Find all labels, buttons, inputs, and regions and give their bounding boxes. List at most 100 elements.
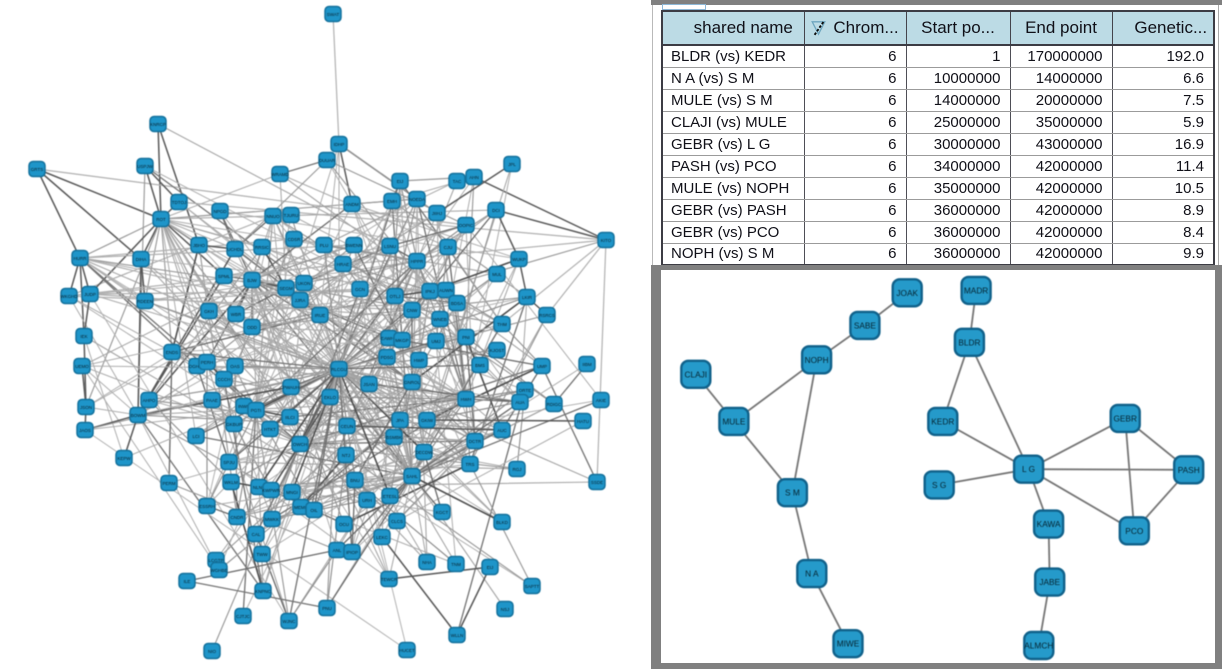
- svg-text:AUC: AUC: [497, 428, 507, 433]
- svg-text:SEGM: SEGM: [279, 286, 293, 291]
- svg-text:URH: URH: [362, 498, 372, 503]
- svg-text:RSRCS: RSRCS: [539, 313, 555, 318]
- svg-text:JPA: JPA: [396, 418, 404, 423]
- svg-text:PCO: PCO: [1125, 526, 1144, 536]
- svg-text:CAL: CAL: [252, 532, 261, 537]
- svg-text:ROT: ROT: [156, 217, 166, 222]
- svg-text:JABE: JABE: [1039, 577, 1060, 587]
- svg-text:WJNC: WJNC: [283, 619, 297, 624]
- svg-text:GKH: GKH: [204, 309, 214, 314]
- svg-text:SPJU: SPJU: [223, 460, 235, 465]
- svg-text:JIIHJ: JIIHJ: [432, 211, 442, 216]
- svg-text:WRAMD: WRAMD: [271, 172, 289, 177]
- svg-text:AHPO: AHPO: [143, 398, 156, 403]
- svg-text:UKON: UKON: [297, 281, 310, 286]
- svg-text:CDSR: CDSR: [288, 237, 302, 242]
- svg-text:KJOST: KJOST: [490, 348, 505, 353]
- svg-text:KWPWR: KWPWR: [262, 488, 280, 493]
- svg-text:JSAN: JSAN: [363, 382, 375, 387]
- svg-text:IPKJ: IPKJ: [425, 289, 435, 294]
- svg-text:JSON: JSON: [80, 405, 92, 410]
- svg-text:PGTI: PGTI: [251, 408, 262, 413]
- svg-text:CCCH: CCCH: [218, 377, 231, 382]
- svg-text:PNU: PNU: [322, 606, 332, 611]
- svg-text:HURR: HURR: [74, 256, 88, 261]
- svg-text:N A: N A: [805, 569, 819, 579]
- svg-text:RRSIC: RRSIC: [255, 245, 270, 250]
- svg-text:TDTOJ: TDTOJ: [172, 200, 186, 205]
- svg-text:RGJ: RGJ: [513, 467, 522, 472]
- svg-text:WKGHD: WKGHD: [60, 294, 78, 299]
- svg-text:GKIW: GKIW: [421, 418, 434, 423]
- svg-text:BSMBK: BSMBK: [386, 435, 402, 440]
- svg-text:NPGD: NPGD: [213, 209, 227, 214]
- svg-text:CJTJC: CJTJC: [236, 614, 250, 619]
- svg-text:IDHP: IDHP: [334, 142, 345, 147]
- svg-text:CEUN: CEUN: [341, 424, 354, 429]
- svg-text:SSDE: SSDE: [591, 480, 603, 485]
- svg-text:GEBR: GEBR: [1113, 413, 1137, 423]
- svg-text:OOPIC: OOPIC: [459, 223, 474, 228]
- svg-text:IILCI: IILCI: [285, 415, 295, 420]
- svg-text:BDSA: BDSA: [451, 301, 463, 306]
- svg-text:ALMCH: ALMCH: [1024, 641, 1053, 651]
- svg-text:JPL: JPL: [508, 162, 516, 167]
- svg-text:KGCT: KGCT: [436, 510, 449, 515]
- svg-text:RDIGC: RDIGC: [547, 402, 562, 407]
- svg-text:WLLN: WLLN: [451, 633, 464, 638]
- svg-text:AUA: AUA: [515, 400, 524, 405]
- svg-text:RDEEN: RDEEN: [137, 299, 153, 304]
- svg-text:WNEB: WNEB: [433, 317, 447, 322]
- svg-text:KAWA: KAWA: [1036, 519, 1060, 529]
- svg-text:EIJ: EIJ: [397, 179, 404, 184]
- svg-text:TJURU: TJURU: [284, 213, 299, 218]
- svg-text:THM: THM: [497, 322, 507, 327]
- svg-text:ETESL: ETESL: [383, 494, 398, 499]
- svg-text:INWB: INWB: [238, 404, 250, 409]
- svg-text:ANL: ANL: [333, 548, 342, 553]
- svg-text:JJRA: JJRA: [295, 298, 306, 303]
- svg-text:LKIR: LKIR: [522, 295, 533, 300]
- svg-text:WGHBE: WGHBE: [210, 568, 227, 573]
- svg-text:AUWN: AUWN: [439, 288, 453, 293]
- svg-text:ORTE: ORTE: [519, 388, 531, 393]
- svg-text:JAOS: JAOS: [79, 428, 91, 433]
- svg-text:NIO: NIO: [208, 649, 217, 654]
- svg-text:TEWCR: TEWCR: [381, 577, 398, 582]
- svg-text:SAHL: SAHL: [406, 474, 418, 479]
- svg-text:PERH: PERH: [201, 360, 214, 365]
- svg-text:NOPH: NOPH: [804, 355, 828, 365]
- svg-text:BLKD: BLKD: [496, 520, 509, 525]
- svg-text:SABE: SABE: [853, 320, 876, 330]
- svg-text:CJU: CJU: [444, 245, 453, 250]
- svg-text:NTJ: NTJ: [342, 453, 350, 458]
- svg-text:MADR: MADR: [963, 285, 987, 295]
- svg-text:BMS: BMS: [475, 363, 485, 368]
- svg-text:WKLM: WKLM: [224, 480, 238, 485]
- svg-text:SAPTT: SAPTT: [525, 584, 540, 589]
- svg-text:OTLJ: OTLJ: [389, 294, 400, 299]
- svg-text:CNW: CNW: [407, 308, 418, 313]
- svg-text:ILE: ILE: [184, 579, 191, 584]
- svg-text:MWKK: MWKK: [265, 517, 279, 522]
- svg-text:PNI: PNI: [462, 335, 470, 340]
- svg-text:BJW: BJW: [247, 278, 257, 283]
- svg-text:MEMH: MEMH: [294, 505, 308, 510]
- svg-text:UCHDL: UCHDL: [227, 247, 243, 252]
- svg-text:EAWHA: EAWHA: [381, 336, 397, 341]
- svg-text:LCI: LCI: [192, 434, 199, 439]
- svg-text:PASH: PASH: [1177, 465, 1199, 475]
- svg-text:IPIOP: IPIOP: [346, 550, 358, 555]
- svg-text:NHA: NHA: [422, 560, 432, 565]
- svg-text:ODD: ODD: [247, 325, 258, 330]
- svg-text:OIL: OIL: [310, 508, 318, 513]
- svg-text:MUL: MUL: [492, 272, 502, 277]
- svg-text:HATU: HATU: [577, 419, 589, 424]
- svg-text:AHN: AHN: [469, 175, 479, 180]
- svg-text:PLU: PLU: [320, 243, 329, 248]
- svg-text:LSNU: LSNU: [384, 244, 396, 249]
- svg-text:WUKP: WUKP: [512, 257, 526, 262]
- svg-text:DIHA: DIHA: [136, 257, 147, 262]
- svg-text:CLCS: CLCS: [391, 519, 403, 524]
- svg-text:MNGI: MNGI: [286, 490, 298, 495]
